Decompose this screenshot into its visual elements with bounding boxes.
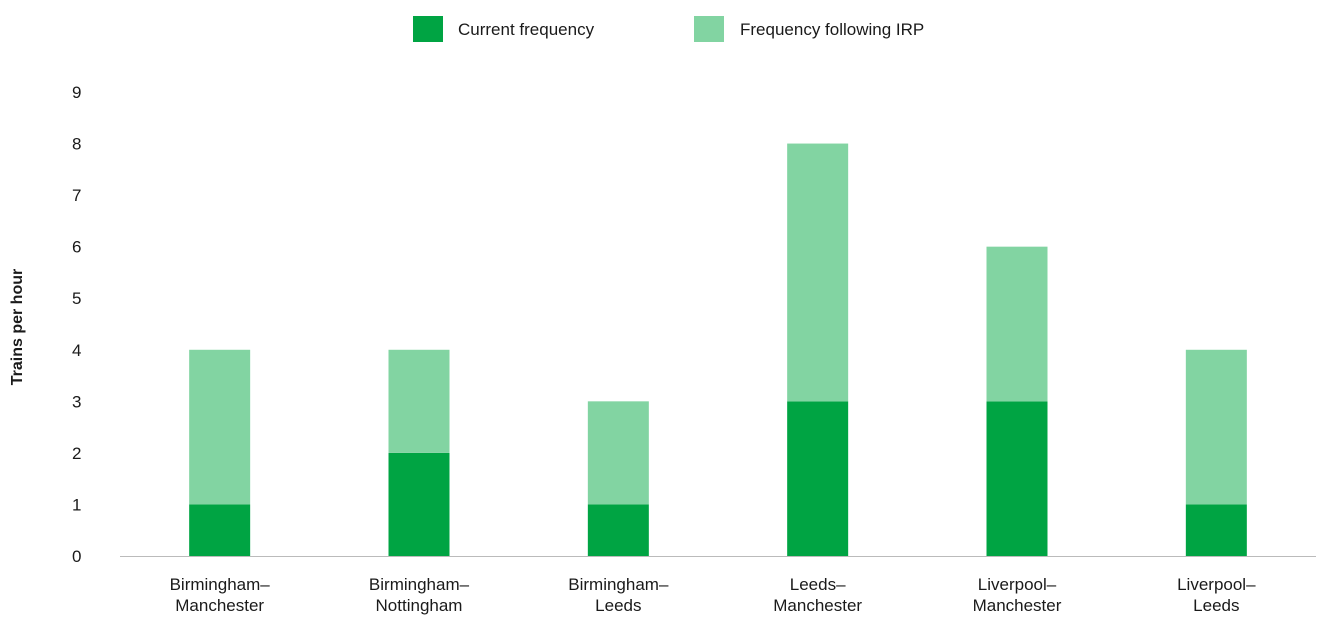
x-axis-tick-labels: Birmingham– Manchester Birmingham– Nottingh… [170,575,1257,615]
y-tick-label: 9 [72,83,81,102]
legend-swatch [413,16,443,42]
bar-frequency-following-irp [787,143,849,402]
y-tick-label: 6 [72,238,81,257]
x-tick-label: Liverpool– Leeds [1177,575,1256,615]
y-axis-ticks: 0 1 2 3 4 5 6 7 8 9 [72,83,81,566]
x-tick-label: Leeds– Manchester [773,575,862,615]
bar-current-frequency [189,504,251,556]
bar-frequency-following-irp [1185,349,1247,505]
y-tick-label: 4 [72,341,81,360]
bar-frequency-following-irp [388,349,450,453]
x-tick-label: Liverpool– Manchester [973,575,1062,615]
bar-frequency-following-irp [587,401,649,505]
y-tick-label: 3 [72,392,81,411]
y-tick-label: 1 [72,495,81,514]
bar-current-frequency [787,401,849,556]
y-tick-label: 2 [72,444,81,463]
bar-current-frequency [388,452,450,556]
y-tick-label: 0 [72,547,81,566]
y-axis-label: Trains per hour [9,269,26,385]
y-tick-label: 7 [72,186,81,205]
bar-frequency-following-irp [189,349,251,505]
x-tick-label: Birmingham– Leeds [568,575,669,615]
bar-current-frequency [1185,504,1247,556]
x-tick-label: Birmingham– Nottingham [369,575,470,615]
bar-frequency-following-irp [986,246,1048,402]
y-tick-label: 5 [72,289,81,308]
y-tick-label: 8 [72,135,81,154]
legend: Current frequency Frequency following IRP [413,16,924,42]
legend-swatch [694,16,724,42]
x-tick-label: Birmingham– Manchester [170,575,271,615]
legend-label: Current frequency [458,20,595,39]
bar-current-frequency [587,504,649,556]
bar-current-frequency [986,401,1048,556]
bars [189,143,1247,556]
legend-label: Frequency following IRP [740,20,924,39]
